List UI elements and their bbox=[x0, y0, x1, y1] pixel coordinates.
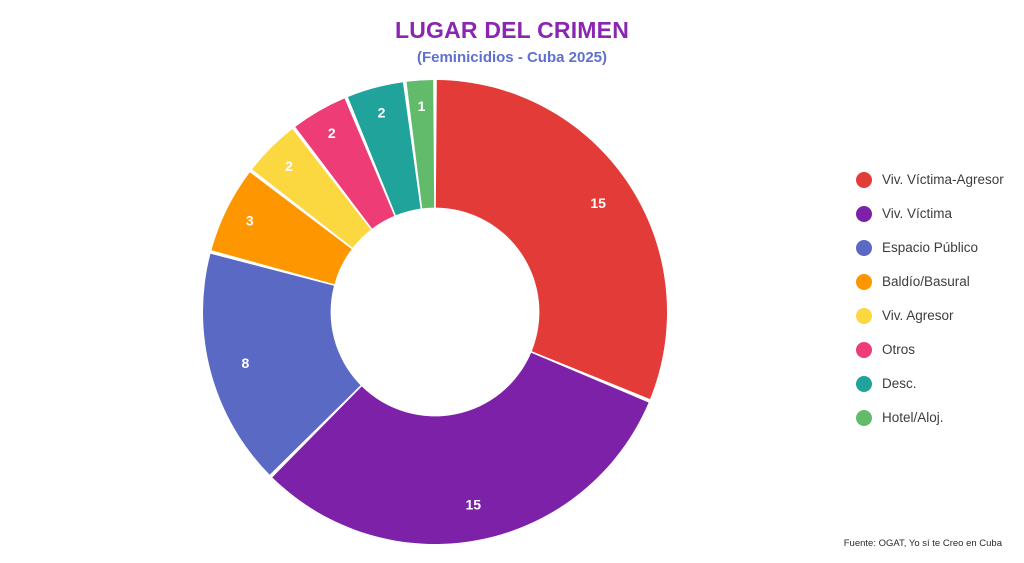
legend-item-label: Desc. bbox=[882, 376, 917, 391]
legend-item[interactable]: Viv. Víctima-Agresor bbox=[856, 163, 1024, 197]
legend-swatch-icon bbox=[856, 376, 872, 392]
donut-slice-label: 15 bbox=[590, 195, 606, 211]
title-block: LUGAR DEL CRIMEN (Feminicidios - Cuba 20… bbox=[0, 16, 1024, 69]
donut-slice[interactable] bbox=[272, 352, 649, 544]
legend-item[interactable]: Baldío/Basural bbox=[856, 265, 1024, 299]
legend-item-label: Baldío/Basural bbox=[882, 274, 970, 289]
legend-swatch-icon bbox=[856, 410, 872, 426]
legend-item[interactable]: Viv. Agresor bbox=[856, 299, 1024, 333]
donut-slice[interactable] bbox=[347, 82, 421, 216]
legend-swatch-icon bbox=[856, 206, 872, 222]
legend-item[interactable]: Otros bbox=[856, 333, 1024, 367]
donut-slice-label: 2 bbox=[328, 125, 336, 141]
legend-swatch-icon bbox=[856, 342, 872, 358]
legend-swatch-icon bbox=[856, 308, 872, 324]
legend-item-label: Viv. Agresor bbox=[882, 308, 954, 323]
legend-item[interactable]: Viv. Víctima bbox=[856, 197, 1024, 231]
donut-slice-labels: 15 15 8 3 2 2 2 1 bbox=[242, 98, 607, 513]
legend-item-label: Viv. Víctima bbox=[882, 206, 953, 221]
page-title: LUGAR DEL CRIMEN bbox=[394, 17, 630, 43]
donut-chart: 15 15 8 3 2 2 2 1 bbox=[190, 66, 690, 556]
source-note: Fuente: OGAT, Yo sí te Creo en Cuba bbox=[843, 538, 1002, 549]
legend-item-label: Espacio Público bbox=[882, 240, 979, 255]
legend-item-label: Otros bbox=[882, 342, 916, 357]
donut-slice-label: 8 bbox=[242, 355, 250, 371]
legend-item[interactable]: Hotel/Aloj. bbox=[856, 401, 1024, 435]
chart-legend: Viv. Víctima-Agresor Viv. Víctima Espacio … bbox=[856, 163, 1024, 435]
legend-item-label: Hotel/Aloj. bbox=[882, 410, 944, 425]
donut-slice-label: 2 bbox=[378, 105, 386, 121]
donut-slice-label: 1 bbox=[418, 98, 426, 114]
page-subtitle: (Feminicidios - Cuba 2025) bbox=[416, 49, 608, 66]
donut-slice-label: 15 bbox=[466, 497, 482, 513]
legend-item[interactable]: Espacio Público bbox=[856, 231, 1024, 265]
donut-slice[interactable] bbox=[435, 80, 667, 400]
legend-item[interactable]: Desc. bbox=[856, 367, 1024, 401]
legend-swatch-icon bbox=[856, 240, 872, 256]
legend-item-label: Viv. Víctima-Agresor bbox=[882, 172, 1004, 187]
donut-slice[interactable] bbox=[252, 129, 371, 248]
donut-slice[interactable] bbox=[406, 80, 435, 209]
donut-slices bbox=[203, 80, 667, 544]
legend-swatch-icon bbox=[856, 172, 872, 188]
donut-slice[interactable] bbox=[203, 253, 361, 475]
donut-chart-svg: 15 15 8 3 2 2 2 1 bbox=[203, 80, 667, 544]
donut-slice[interactable] bbox=[295, 98, 395, 229]
donut-slice[interactable] bbox=[211, 172, 352, 285]
legend-swatch-icon bbox=[856, 274, 872, 290]
donut-slice-label: 2 bbox=[285, 158, 293, 174]
donut-slice-label: 3 bbox=[246, 213, 254, 229]
